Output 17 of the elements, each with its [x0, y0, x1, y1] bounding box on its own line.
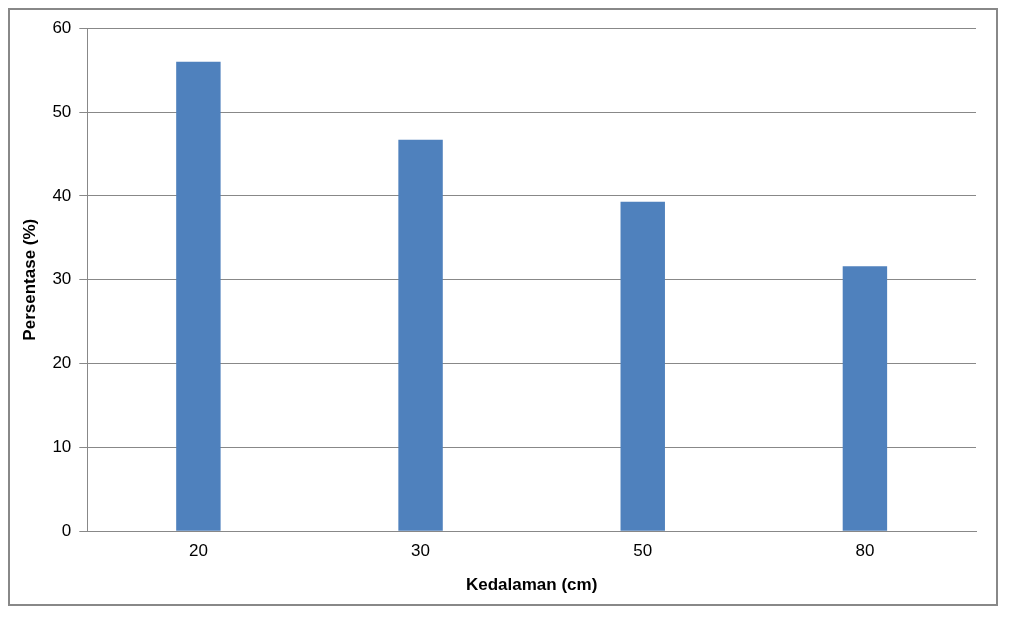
bar	[398, 139, 443, 531]
y-tick-label: 10	[52, 437, 72, 457]
bar	[842, 266, 888, 531]
bar	[176, 61, 221, 531]
y-axis-title: Persentase (%)	[19, 218, 39, 341]
bar	[620, 201, 665, 531]
x-tick-label: 50	[633, 541, 653, 561]
x-tick-label: 30	[411, 541, 431, 561]
x-tick-label: 80	[855, 541, 875, 561]
y-tick-label: 60	[52, 17, 72, 37]
y-tick-label: 30	[52, 269, 72, 289]
y-tick-label: 40	[52, 185, 72, 205]
y-tick-label: 20	[52, 353, 72, 373]
y-tick-label: 0	[61, 520, 72, 540]
y-tick-label: 50	[52, 101, 72, 121]
x-axis-title: Kedalaman (cm)	[465, 575, 598, 595]
x-tick-label: 20	[188, 541, 208, 561]
